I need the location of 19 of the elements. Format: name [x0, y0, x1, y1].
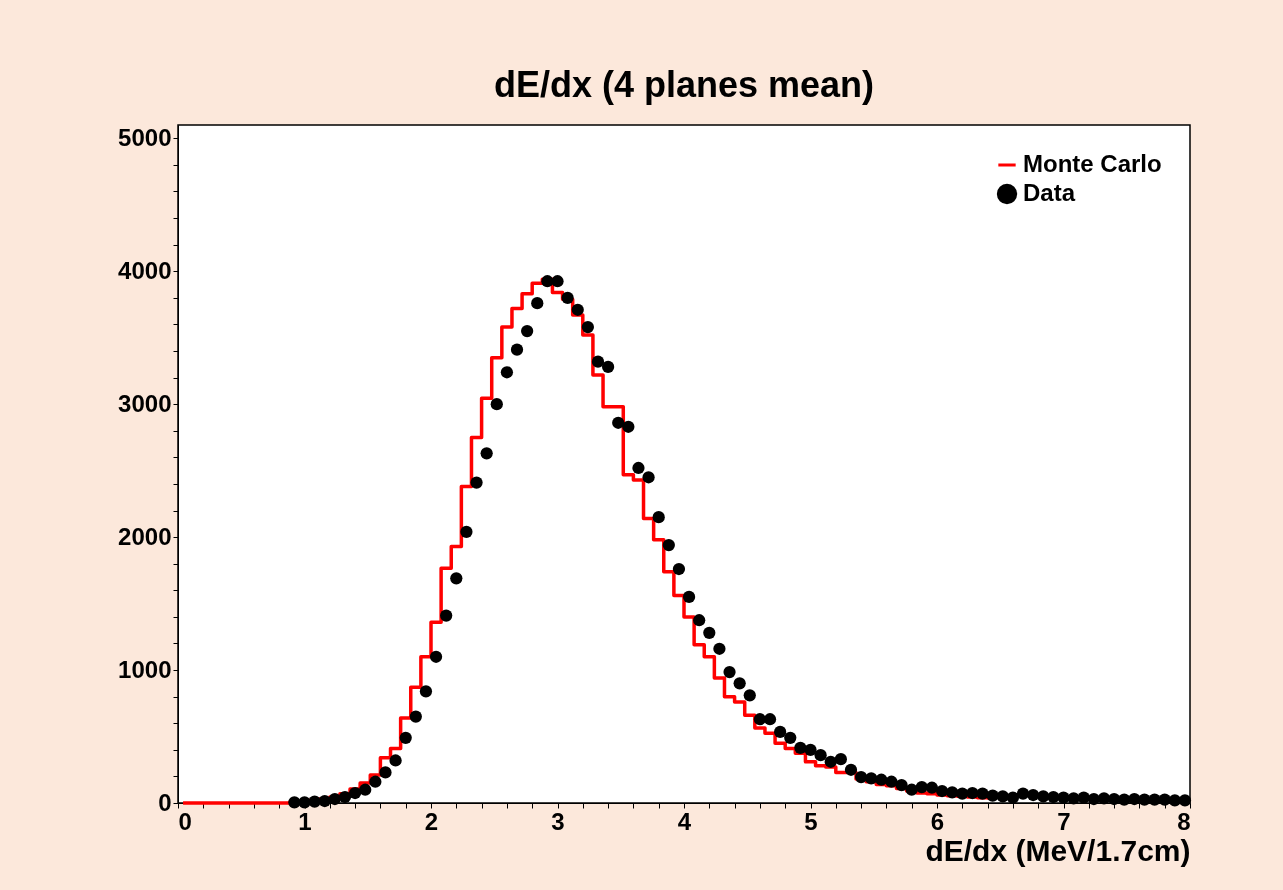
x-tick-label: 8: [1177, 807, 1191, 835]
x-axis-title: dE/dx (MeV/1.7cm): [925, 833, 1191, 867]
legend-label: Monte Carlo: [1023, 150, 1162, 177]
x-tick-label: 0: [178, 807, 192, 835]
x-tick-label: 3: [551, 807, 565, 835]
x-tick-label: 5: [804, 807, 818, 835]
y-tick-label: 4000: [118, 256, 172, 284]
y-tick-label: 2000: [118, 522, 172, 550]
x-tick-label: 1: [298, 807, 312, 835]
chart-title: dE/dx (4 planes mean): [493, 64, 875, 105]
x-tick-label: 6: [930, 807, 945, 835]
y-tick-label: 0: [158, 788, 172, 816]
x-tick-label: 7: [1057, 807, 1071, 835]
legend-label: Data: [1023, 179, 1076, 206]
x-tick-label: 2: [424, 807, 439, 835]
y-tick-label: 5000: [118, 123, 172, 151]
y-tick-label: 3000: [118, 389, 172, 417]
x-tick-label: 4: [677, 807, 692, 835]
y-tick-label: 1000: [118, 655, 172, 683]
